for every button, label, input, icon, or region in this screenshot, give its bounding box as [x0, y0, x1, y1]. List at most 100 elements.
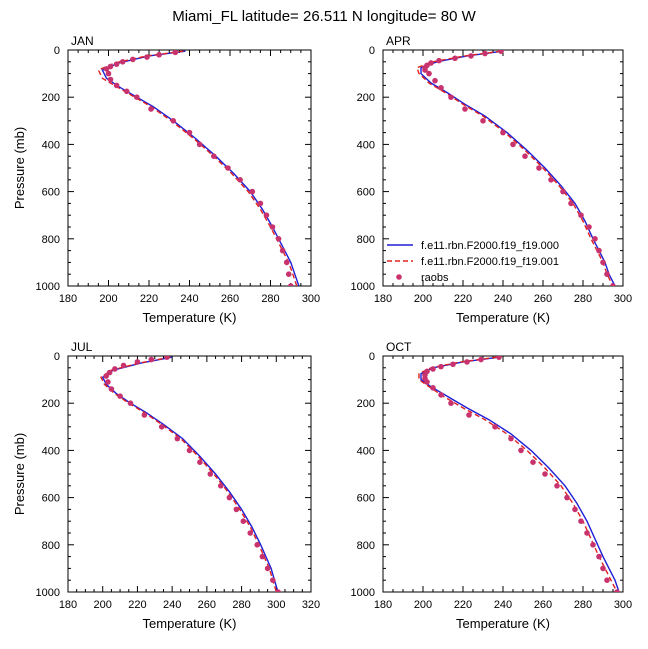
figure-title: Miami_FL latitude= 26.511 N longitude= 8…: [172, 8, 476, 25]
series-line-001: [418, 356, 618, 592]
x-tick-label: 200: [94, 599, 112, 611]
raobs-point: [438, 392, 444, 398]
raobs-point: [226, 494, 233, 501]
panel-jul: 180 200 220 240 260 280 300 320 0 200 400 600 800 100…: [12, 340, 320, 631]
raobs-point: [614, 589, 620, 592]
raobs-point: [548, 177, 554, 183]
raobs-point: [240, 518, 247, 524]
series-group: [100, 356, 281, 592]
y-tick-label: 1000: [351, 587, 375, 599]
x-tick-label: 240: [494, 599, 512, 611]
x-tick-label: 220: [140, 293, 158, 305]
y-tick-label: 600: [42, 187, 60, 199]
raobs-point: [530, 459, 536, 466]
raobs-point: [468, 53, 474, 59]
raobs-point: [564, 494, 570, 501]
raobs-point: [119, 59, 126, 65]
raobs-point: [249, 188, 256, 195]
raobs-point: [584, 530, 590, 536]
raobs-point: [536, 165, 542, 171]
y-tick-label: 600: [357, 187, 375, 199]
raobs-point: [275, 589, 281, 592]
x-axis-label: Temperature (K): [456, 616, 550, 631]
y-tick-label: 600: [42, 493, 60, 505]
raobs-point: [105, 70, 112, 77]
raobs-point: [604, 577, 610, 583]
raobs-point: [508, 435, 514, 442]
series-group: [416, 50, 616, 286]
raobs-point: [107, 63, 114, 70]
raobs-point: [424, 379, 430, 385]
raobs-point: [452, 55, 458, 62]
raobs-point: [554, 483, 560, 489]
legend-marker: [396, 274, 402, 280]
x-tick-label: 300: [614, 599, 632, 611]
x-tick-label: 220: [454, 293, 472, 305]
raobs-point: [103, 66, 110, 72]
raobs-point: [478, 356, 484, 363]
raobs-point: [279, 247, 286, 254]
raobs-point: [207, 471, 214, 477]
raobs-point: [500, 129, 506, 136]
raobs-point: [438, 363, 444, 370]
raobs-point: [263, 212, 270, 218]
raobs-point: [522, 153, 528, 159]
raobs-point: [264, 565, 271, 572]
raobs-point: [436, 57, 442, 64]
y-tick-label: 200: [357, 398, 375, 410]
x-tick-label: 300: [302, 293, 320, 305]
series-line-001: [100, 356, 277, 592]
raobs-point: [610, 283, 616, 286]
raobs-point: [254, 542, 260, 548]
raobs-point: [572, 506, 578, 513]
raobs-point: [510, 141, 516, 148]
legend: f.e11.rbn.F2000.f19_f19.000 f.e11.rbn.F20…: [387, 240, 559, 284]
y-tick-label: 200: [42, 398, 60, 410]
y-tick-label: 800: [357, 540, 375, 552]
x-tick-label: 260: [534, 293, 552, 305]
series-line-000: [101, 50, 300, 286]
x-tick-label: 260: [198, 599, 216, 611]
y-tick-label: 400: [357, 139, 375, 151]
series-line-001: [416, 50, 614, 286]
raobs-point: [604, 271, 610, 278]
raobs-point: [113, 82, 120, 89]
raobs-point: [103, 373, 109, 379]
x-tick-label: 180: [374, 599, 392, 611]
raobs-point: [270, 577, 276, 583]
raobs-point: [480, 118, 486, 124]
raobs-point: [285, 271, 292, 278]
raobs-point: [127, 400, 134, 407]
y-tick-label: 800: [42, 234, 60, 246]
raobs-point: [432, 77, 438, 84]
y-tick-label: 400: [42, 445, 60, 457]
plot-frame: [67, 355, 312, 593]
raobs-point: [438, 84, 444, 91]
raobs-point: [464, 359, 470, 365]
panel-label: OCT: [386, 340, 412, 354]
raobs-point: [105, 379, 111, 385]
x-tick-label: 280: [261, 293, 279, 305]
panel-jan: 180 200 220 240 260 280 300 0 200 400 600 800 1000 Te…: [12, 34, 320, 325]
raobs-point: [496, 356, 502, 360]
raobs-point: [172, 50, 179, 56]
panel-label: JAN: [71, 34, 94, 48]
raobs-point: [430, 385, 436, 391]
raobs-point: [287, 283, 294, 286]
plot-frame: [382, 355, 624, 593]
raobs-point: [134, 359, 141, 365]
raobs-point: [482, 50, 488, 57]
raobs-point: [542, 471, 548, 477]
y-tick-label: 1000: [36, 281, 60, 293]
raobs-point: [156, 51, 162, 58]
x-tick-label: 280: [232, 599, 250, 611]
raobs-point: [148, 356, 155, 363]
y-tick-label: 0: [369, 45, 375, 57]
x-tick-label: 180: [374, 293, 392, 305]
plot-frame: [67, 49, 312, 287]
raobs-point: [196, 141, 203, 148]
raobs-point: [170, 118, 177, 124]
legend-label: f.e11.rbn.F2000.f19_f19.000: [421, 240, 559, 252]
x-axis-label: Temperature (K): [143, 616, 237, 631]
raobs-point: [578, 518, 584, 524]
